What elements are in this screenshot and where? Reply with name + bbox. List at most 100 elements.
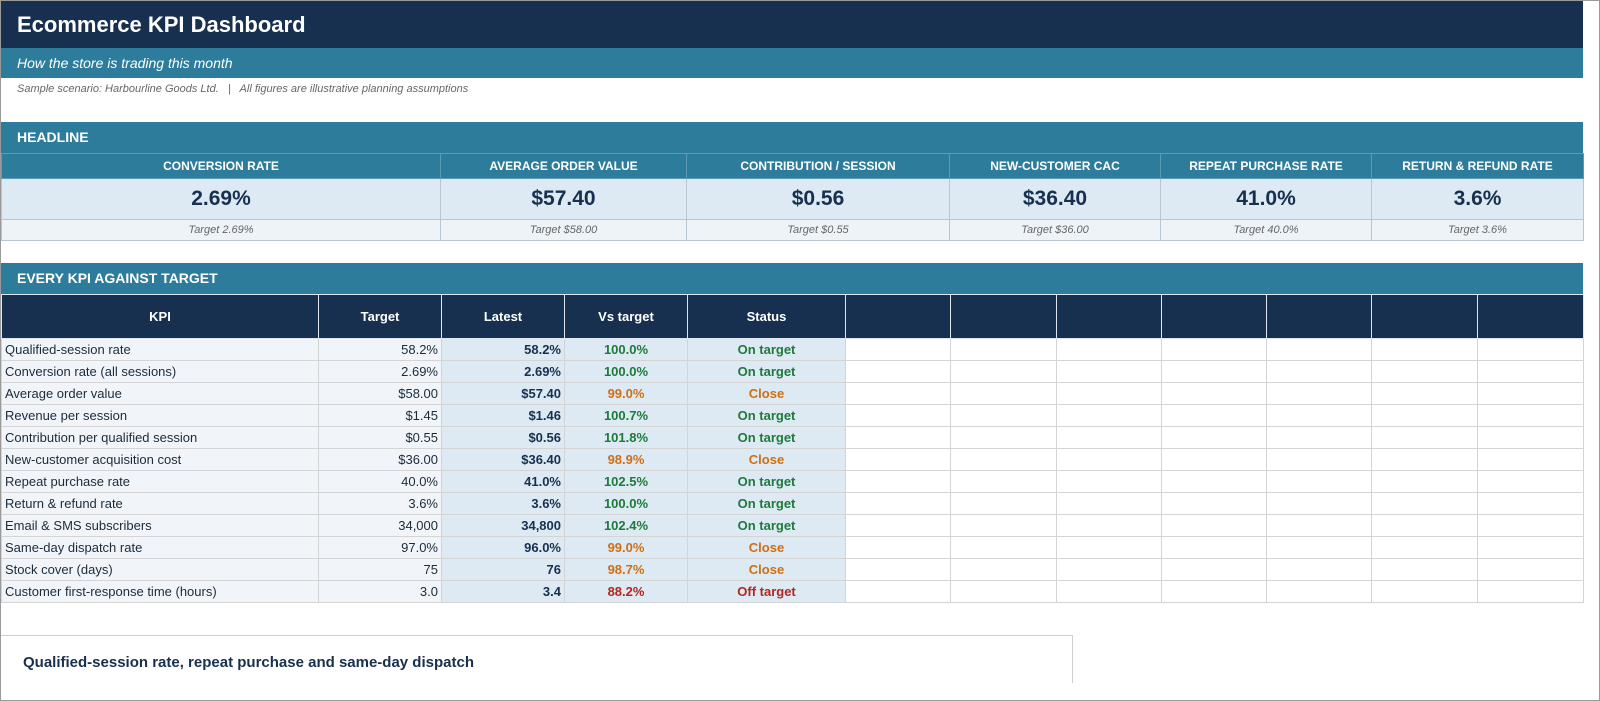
kpi-latest[interactable]: 41.0%	[441, 470, 565, 493]
kpi-target[interactable]: 58.2%	[318, 338, 442, 361]
kpi-target[interactable]: $36.00	[318, 448, 442, 471]
kpi-target[interactable]: 34,000	[318, 514, 442, 537]
empty-cell[interactable]	[845, 558, 951, 581]
empty-cell[interactable]	[1477, 580, 1584, 603]
kpi-vs-target[interactable]: 100.7%	[564, 404, 688, 427]
kpi-latest[interactable]: $57.40	[441, 382, 565, 405]
kpi-latest[interactable]: 76	[441, 558, 565, 581]
empty-cell[interactable]	[1371, 426, 1478, 449]
kpi-latest[interactable]: 2.69%	[441, 360, 565, 383]
empty-cell[interactable]	[1161, 448, 1267, 471]
kpi-status[interactable]: On target	[687, 470, 846, 493]
kpi-status[interactable]: Close	[687, 536, 846, 559]
kpi-name[interactable]: New-customer acquisition cost	[1, 448, 319, 471]
empty-cell[interactable]	[1371, 580, 1478, 603]
kpi-vs-target[interactable]: 99.0%	[564, 382, 688, 405]
empty-cell[interactable]	[1477, 558, 1584, 581]
empty-cell[interactable]	[1161, 558, 1267, 581]
kpi-vs-target[interactable]: 99.0%	[564, 536, 688, 559]
kpi-target[interactable]: 75	[318, 558, 442, 581]
empty-cell[interactable]	[950, 470, 1057, 493]
kpi-status[interactable]: Close	[687, 448, 846, 471]
empty-cell[interactable]	[950, 536, 1057, 559]
kpi-status[interactable]: Close	[687, 558, 846, 581]
empty-cell[interactable]	[1477, 492, 1584, 515]
kpi-vs-target[interactable]: 100.0%	[564, 360, 688, 383]
kpi-name[interactable]: Qualified-session rate	[1, 338, 319, 361]
empty-cell[interactable]	[845, 448, 951, 471]
kpi-target[interactable]: 3.6%	[318, 492, 442, 515]
kpi-name[interactable]: Email & SMS subscribers	[1, 514, 319, 537]
kpi-vs-target[interactable]: 102.5%	[564, 470, 688, 493]
empty-cell[interactable]	[950, 382, 1057, 405]
kpi-status[interactable]: Off target	[687, 580, 846, 603]
kpi-target[interactable]: $58.00	[318, 382, 442, 405]
empty-cell[interactable]	[950, 580, 1057, 603]
empty-cell[interactable]	[1161, 426, 1267, 449]
kpi-name[interactable]: Average order value	[1, 382, 319, 405]
empty-cell[interactable]	[1477, 514, 1584, 537]
empty-cell[interactable]	[1371, 382, 1478, 405]
empty-cell[interactable]	[1161, 536, 1267, 559]
empty-cell[interactable]	[1266, 580, 1372, 603]
empty-cell[interactable]	[1161, 404, 1267, 427]
empty-cell[interactable]	[1056, 426, 1162, 449]
kpi-vs-target[interactable]: 101.8%	[564, 426, 688, 449]
empty-cell[interactable]	[950, 426, 1057, 449]
empty-cell[interactable]	[1371, 448, 1478, 471]
kpi-vs-target[interactable]: 100.0%	[564, 492, 688, 515]
empty-cell[interactable]	[1266, 470, 1372, 493]
empty-cell[interactable]	[845, 470, 951, 493]
empty-cell[interactable]	[1477, 338, 1584, 361]
empty-cell[interactable]	[1161, 514, 1267, 537]
empty-cell[interactable]	[1371, 558, 1478, 581]
kpi-latest[interactable]: $0.56	[441, 426, 565, 449]
empty-cell[interactable]	[950, 448, 1057, 471]
kpi-status[interactable]: On target	[687, 492, 846, 515]
empty-cell[interactable]	[845, 426, 951, 449]
kpi-name[interactable]: Stock cover (days)	[1, 558, 319, 581]
empty-cell[interactable]	[1266, 558, 1372, 581]
empty-cell[interactable]	[1477, 360, 1584, 383]
kpi-target[interactable]: $1.45	[318, 404, 442, 427]
kpi-name[interactable]: Repeat purchase rate	[1, 470, 319, 493]
empty-cell[interactable]	[1161, 580, 1267, 603]
empty-cell[interactable]	[1056, 492, 1162, 515]
empty-cell[interactable]	[845, 580, 951, 603]
kpi-name[interactable]: Same-day dispatch rate	[1, 536, 319, 559]
empty-cell[interactable]	[1371, 404, 1478, 427]
empty-cell[interactable]	[1056, 580, 1162, 603]
empty-cell[interactable]	[1371, 338, 1478, 361]
empty-cell[interactable]	[1266, 360, 1372, 383]
kpi-latest[interactable]: 58.2%	[441, 338, 565, 361]
kpi-vs-target[interactable]: 100.0%	[564, 338, 688, 361]
kpi-vs-target[interactable]: 88.2%	[564, 580, 688, 603]
kpi-latest[interactable]: 34,800	[441, 514, 565, 537]
empty-cell[interactable]	[1266, 448, 1372, 471]
empty-cell[interactable]	[845, 492, 951, 515]
empty-cell[interactable]	[1266, 382, 1372, 405]
kpi-name[interactable]: Customer first-response time (hours)	[1, 580, 319, 603]
kpi-vs-target[interactable]: 98.7%	[564, 558, 688, 581]
empty-cell[interactable]	[1056, 448, 1162, 471]
empty-cell[interactable]	[1161, 492, 1267, 515]
empty-cell[interactable]	[1056, 470, 1162, 493]
empty-cell[interactable]	[950, 404, 1057, 427]
empty-cell[interactable]	[1371, 492, 1478, 515]
kpi-target[interactable]: 97.0%	[318, 536, 442, 559]
empty-cell[interactable]	[1477, 404, 1584, 427]
empty-cell[interactable]	[1266, 536, 1372, 559]
kpi-status[interactable]: On target	[687, 426, 846, 449]
kpi-latest[interactable]: $1.46	[441, 404, 565, 427]
kpi-target[interactable]: 3.0	[318, 580, 442, 603]
empty-cell[interactable]	[950, 514, 1057, 537]
kpi-name[interactable]: Conversion rate (all sessions)	[1, 360, 319, 383]
empty-cell[interactable]	[1266, 492, 1372, 515]
kpi-latest[interactable]: 3.6%	[441, 492, 565, 515]
empty-cell[interactable]	[1056, 360, 1162, 383]
empty-cell[interactable]	[845, 338, 951, 361]
empty-cell[interactable]	[1056, 514, 1162, 537]
empty-cell[interactable]	[1477, 470, 1584, 493]
empty-cell[interactable]	[1161, 382, 1267, 405]
kpi-latest[interactable]: 96.0%	[441, 536, 565, 559]
